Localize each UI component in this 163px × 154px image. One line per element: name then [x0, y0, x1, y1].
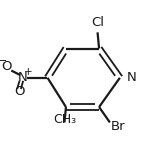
Text: +: +	[23, 67, 32, 77]
Text: N: N	[127, 71, 137, 84]
Text: Br: Br	[111, 120, 125, 133]
Text: N: N	[18, 71, 28, 84]
Text: O: O	[14, 85, 24, 98]
Text: O: O	[1, 61, 12, 73]
Text: −: −	[0, 56, 7, 66]
Text: Cl: Cl	[91, 16, 104, 29]
Text: CH₃: CH₃	[53, 113, 76, 126]
